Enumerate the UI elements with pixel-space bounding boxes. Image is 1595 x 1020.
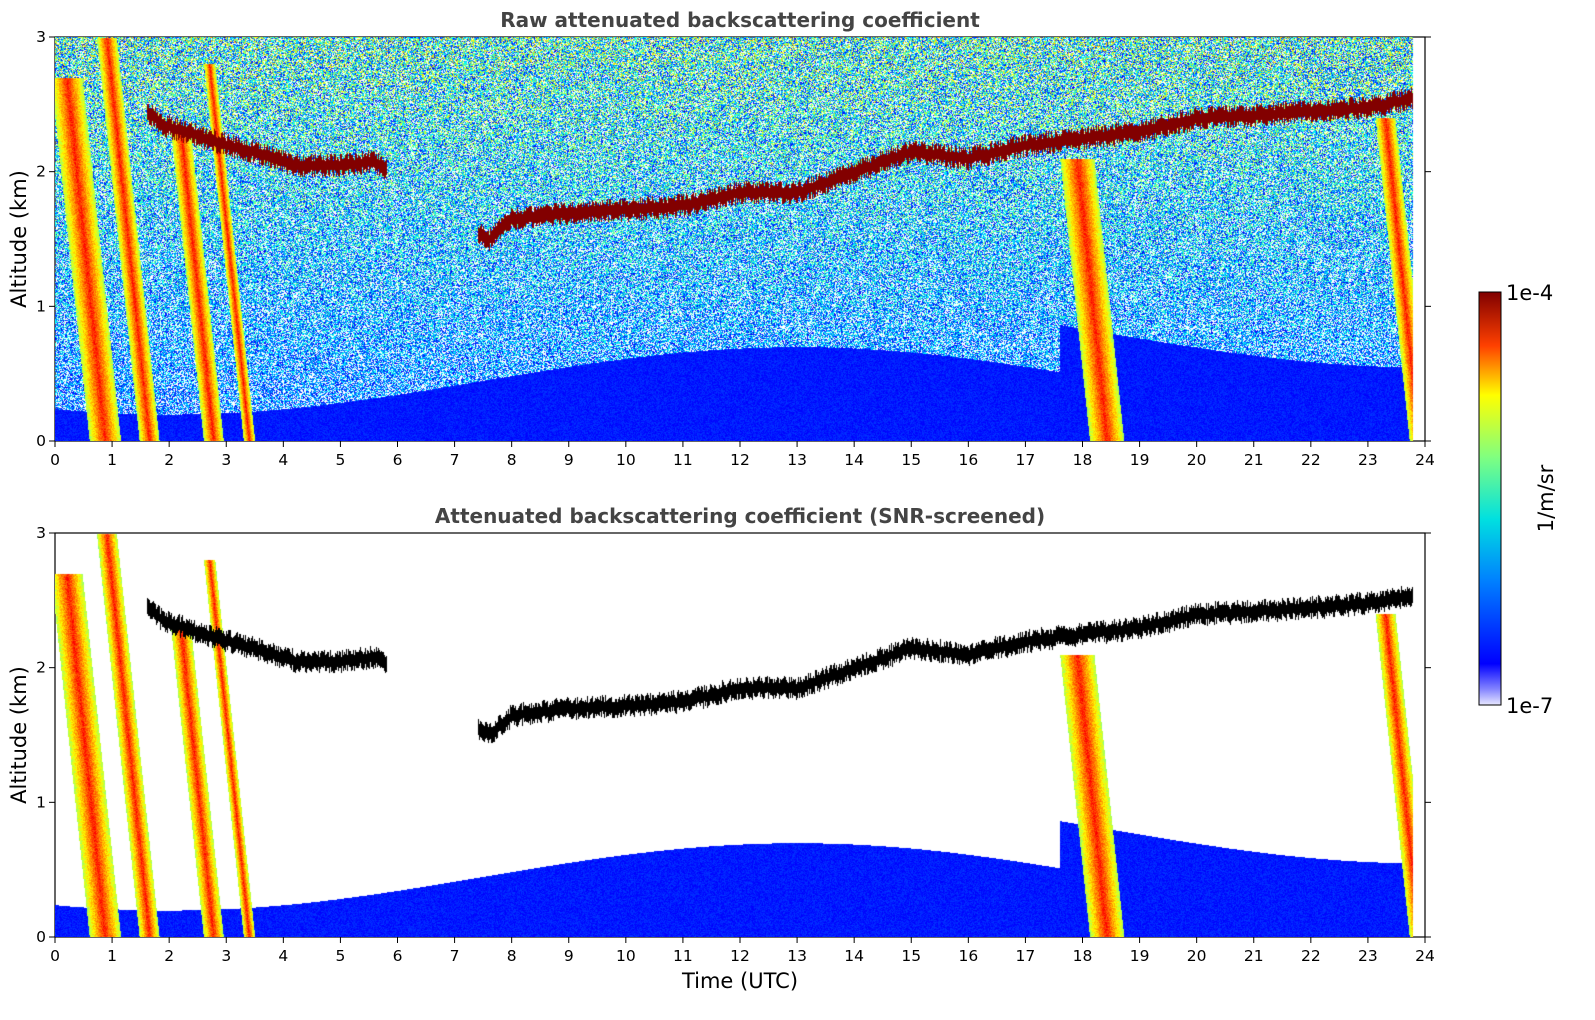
x-tick-label: 3 [221,451,231,469]
heatmap-snr-screened [55,533,1425,937]
x-tick-label: 8 [507,451,517,469]
x-tick-label: 17 [1016,451,1036,469]
y-axis-label-raw: Altitude (km) [7,170,31,308]
x-tick-label: 7 [450,451,460,469]
x-tick-label: 23 [1358,451,1378,469]
x-tick-label: 24 [1415,451,1435,469]
x-tick-label: 2 [164,451,174,469]
x-tick-label: 11 [673,451,693,469]
x-tick-label: 20 [1187,451,1207,469]
y-tick-label: 0 [36,432,46,450]
x-tick-label: 19 [1130,451,1150,469]
colorbar-unit-label: 1/m/sr [1534,464,1558,532]
x-tick-label: 4 [278,451,288,469]
colorbar-min-label: 1e-7 [1506,694,1553,718]
x-tick-label: 11 [673,947,693,965]
x-tick-label: 24 [1415,947,1435,965]
heatmap-raw [55,37,1425,441]
tick-group-raw: 0 1 2 3 4 5 6 7 8 9 10 11 12 13 14 15 16 17 18 19 20 21 22 23 24… [36,28,1435,469]
x-tick-label: 0 [50,451,60,469]
x-tick-label: 13 [787,451,807,469]
x-tick-label: 2 [164,947,174,965]
raw-backscatter-panel: Raw attenuated backscattering coefficien… [7,8,1435,469]
tick-group-snr: 0 1 2 3 4 5 6 7 8 9 10 11 12 13 14 15 16 17 18 19 20 21 22 23 24… [36,524,1435,965]
x-tick-label: 23 [1358,947,1378,965]
x-tick-label: 22 [1301,451,1321,469]
x-tick-label: 18 [1073,947,1093,965]
x-tick-label: 8 [507,947,517,965]
x-tick-label: 22 [1301,947,1321,965]
x-tick-label: 21 [1244,947,1264,965]
x-tick-label: 18 [1073,451,1093,469]
x-tick-label: 6 [393,947,403,965]
x-tick-label: 1 [107,947,117,965]
x-tick-label: 14 [844,947,864,965]
x-tick-label: 0 [50,947,60,965]
x-tick-label: 9 [564,451,574,469]
y-tick-label: 3 [36,524,46,542]
x-tick-label: 14 [844,451,864,469]
y-tick-label: 2 [36,659,46,677]
x-axis-label: Time (UTC) [681,969,798,993]
x-tick-label: 7 [450,947,460,965]
x-tick-label: 10 [616,451,636,469]
y-axis-label-snr: Altitude (km) [7,666,31,804]
x-tick-label: 5 [335,947,345,965]
x-tick-label: 19 [1130,947,1150,965]
x-tick-label: 9 [564,947,574,965]
x-tick-label: 20 [1187,947,1207,965]
x-tick-label: 15 [901,947,921,965]
y-tick-label: 1 [36,297,46,315]
x-tick-label: 12 [730,947,750,965]
colorbar-gradient [1478,291,1502,706]
x-tick-label: 21 [1244,451,1264,469]
x-tick-label: 13 [787,947,807,965]
colorbar-max-label: 1e-4 [1506,281,1553,305]
x-tick-label: 17 [1016,947,1036,965]
x-tick-label: 15 [901,451,921,469]
x-tick-label: 5 [335,451,345,469]
panel-title-snr: Attenuated backscattering coefficient (S… [435,504,1045,528]
x-tick-label: 12 [730,451,750,469]
y-tick-label: 2 [36,163,46,181]
colorbar: 1e-4 1e-7 1/m/sr [1478,281,1558,718]
y-tick-label: 0 [36,928,46,946]
panel-title-raw: Raw attenuated backscattering coefficien… [500,8,980,32]
x-tick-label: 4 [278,947,288,965]
y-tick-label: 1 [36,793,46,811]
x-tick-label: 16 [958,947,978,965]
x-tick-label: 16 [958,451,978,469]
x-tick-label: 3 [221,947,231,965]
x-tick-label: 6 [393,451,403,469]
y-tick-label: 3 [36,28,46,46]
x-tick-label: 1 [107,451,117,469]
x-tick-label: 10 [616,947,636,965]
